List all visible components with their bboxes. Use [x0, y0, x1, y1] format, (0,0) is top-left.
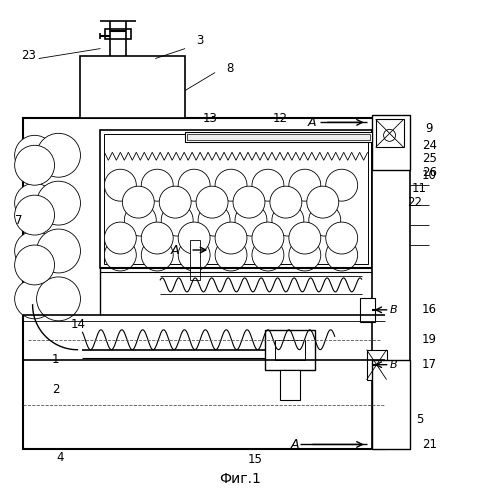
- Circle shape: [308, 204, 340, 236]
- Circle shape: [141, 239, 173, 271]
- Circle shape: [124, 204, 156, 236]
- Bar: [371, 130, 408, 450]
- Text: 13: 13: [202, 112, 217, 125]
- Circle shape: [325, 239, 357, 271]
- Circle shape: [104, 239, 136, 271]
- Circle shape: [271, 204, 303, 236]
- Text: 11: 11: [411, 182, 426, 194]
- Circle shape: [288, 169, 320, 201]
- Text: B: B: [389, 305, 396, 315]
- Bar: [80, 56, 185, 118]
- Circle shape: [36, 229, 80, 273]
- Circle shape: [14, 195, 54, 235]
- Bar: [275, 340, 304, 359]
- Text: 10: 10: [421, 168, 436, 181]
- Text: 9: 9: [425, 122, 432, 135]
- Circle shape: [288, 239, 320, 271]
- Text: 21: 21: [421, 438, 436, 451]
- Text: B: B: [389, 360, 396, 370]
- Circle shape: [141, 222, 173, 254]
- Circle shape: [14, 245, 54, 285]
- Circle shape: [14, 136, 54, 175]
- Circle shape: [141, 169, 173, 201]
- Circle shape: [306, 186, 338, 218]
- Circle shape: [252, 222, 283, 254]
- Circle shape: [36, 134, 80, 177]
- Text: 4: 4: [57, 451, 64, 464]
- Text: 19: 19: [421, 333, 436, 346]
- Circle shape: [252, 169, 283, 201]
- Text: Фиг.1: Фиг.1: [218, 472, 260, 486]
- Text: 2: 2: [52, 383, 59, 396]
- Circle shape: [14, 146, 54, 185]
- Circle shape: [215, 222, 246, 254]
- Bar: [190, 240, 200, 280]
- Text: 23: 23: [21, 49, 36, 62]
- Bar: [185, 132, 371, 142]
- Circle shape: [14, 231, 54, 271]
- Bar: [264, 330, 314, 370]
- Text: 7: 7: [15, 214, 23, 226]
- Bar: [104, 134, 367, 264]
- Circle shape: [252, 239, 283, 271]
- Bar: [366, 350, 386, 380]
- Bar: [279, 370, 299, 400]
- Circle shape: [178, 169, 210, 201]
- Circle shape: [178, 222, 210, 254]
- Bar: [105, 28, 131, 38]
- Text: A: A: [170, 244, 179, 256]
- Circle shape: [161, 204, 193, 236]
- Circle shape: [198, 204, 229, 236]
- Text: 25: 25: [421, 152, 436, 165]
- Circle shape: [269, 186, 301, 218]
- Circle shape: [14, 183, 54, 223]
- Text: A: A: [290, 438, 299, 451]
- Bar: [375, 120, 403, 148]
- Circle shape: [383, 130, 395, 141]
- Circle shape: [122, 186, 154, 218]
- Circle shape: [36, 181, 80, 225]
- Text: 1: 1: [52, 353, 59, 366]
- Text: 3: 3: [196, 34, 204, 47]
- Text: 12: 12: [272, 112, 287, 125]
- Circle shape: [215, 239, 246, 271]
- Bar: [371, 116, 408, 170]
- Circle shape: [325, 169, 357, 201]
- Bar: [100, 130, 371, 268]
- Circle shape: [288, 222, 320, 254]
- Circle shape: [104, 169, 136, 201]
- Text: 24: 24: [421, 139, 436, 152]
- Text: 22: 22: [406, 196, 421, 208]
- Circle shape: [215, 169, 246, 201]
- Circle shape: [104, 222, 136, 254]
- Bar: [23, 118, 384, 450]
- Circle shape: [178, 239, 210, 271]
- Bar: [371, 360, 408, 450]
- Circle shape: [36, 277, 80, 321]
- Text: 15: 15: [247, 453, 262, 466]
- Bar: [359, 298, 374, 322]
- Text: 17: 17: [421, 358, 436, 371]
- Bar: [187, 134, 369, 140]
- Text: 26: 26: [421, 166, 436, 178]
- Circle shape: [325, 222, 357, 254]
- Circle shape: [235, 204, 266, 236]
- Circle shape: [232, 186, 264, 218]
- Circle shape: [159, 186, 191, 218]
- Text: 16: 16: [421, 304, 436, 316]
- Circle shape: [14, 279, 54, 319]
- Text: 14: 14: [71, 318, 86, 332]
- Circle shape: [196, 186, 228, 218]
- Text: 8: 8: [226, 62, 233, 75]
- Text: 5: 5: [415, 413, 422, 426]
- Text: A: A: [307, 116, 315, 129]
